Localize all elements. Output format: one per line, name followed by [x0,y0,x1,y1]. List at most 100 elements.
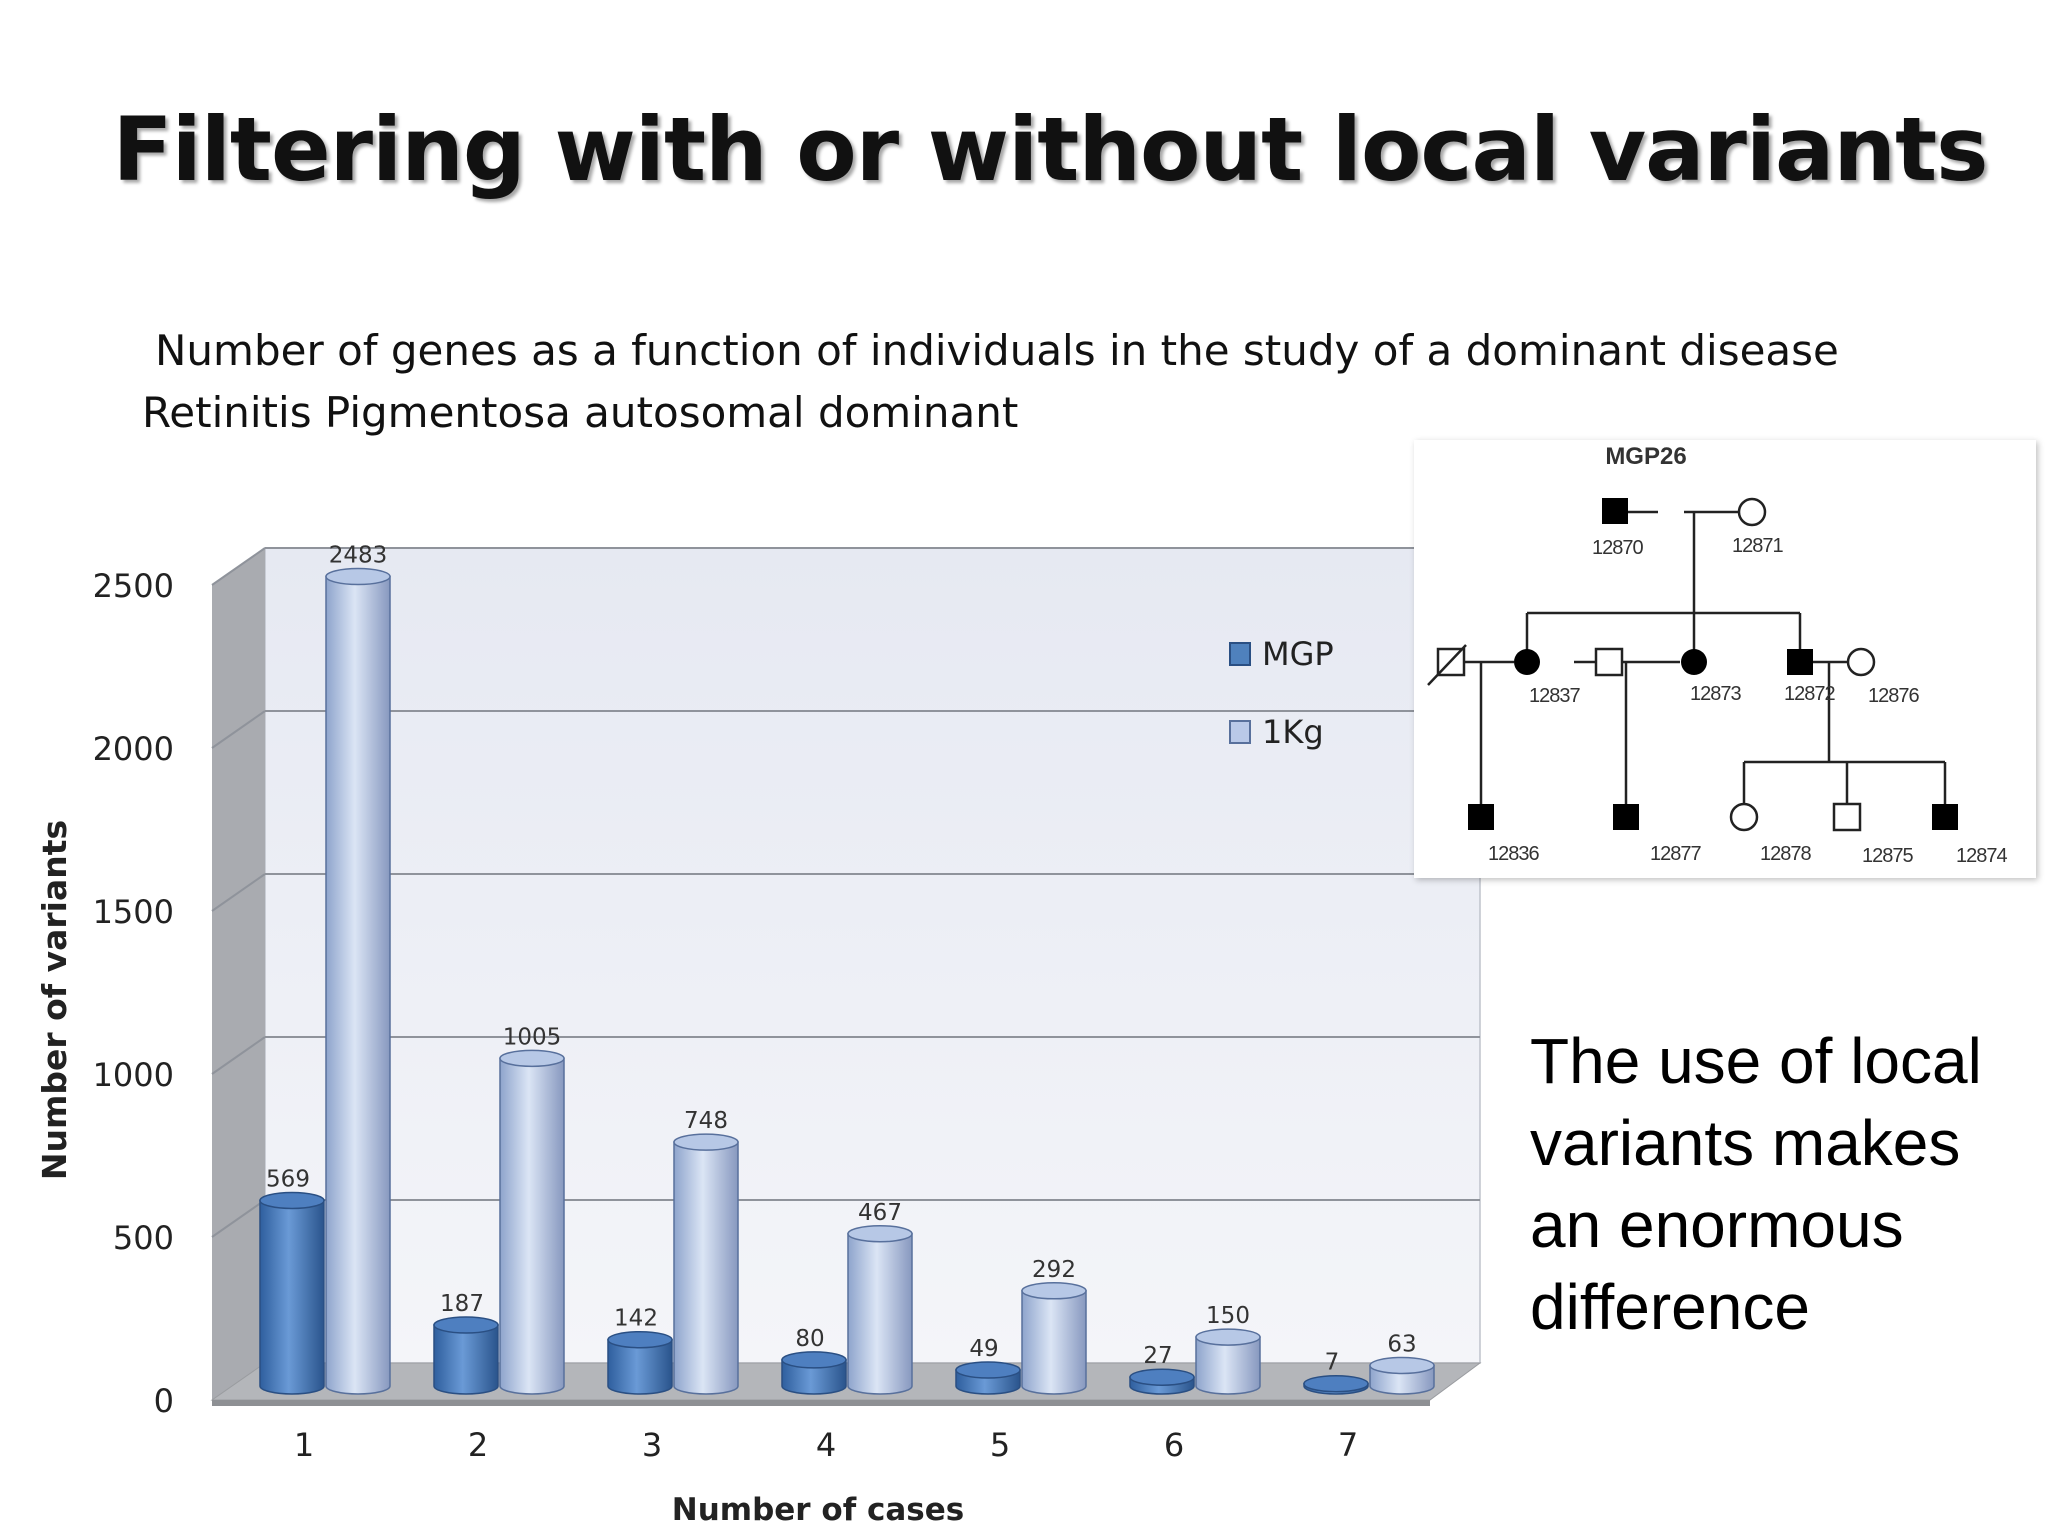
x-tick-label: 1 [294,1426,314,1464]
bar-cap [433,1316,499,1334]
unaffected-male-symbol [1594,647,1624,677]
bar-cap [847,1225,913,1243]
bar-cap [325,567,391,586]
bar-body [325,575,391,1395]
bar-cap [781,1351,847,1369]
chart-side-wall [212,548,265,1400]
pedigree-id-label: 12878 [1760,843,1811,865]
bar-body [607,1338,673,1395]
y-tick-label: 500 [113,1219,174,1257]
unaffected-female-symbol [1737,497,1767,527]
bar-mgp: 187 [433,1291,499,1395]
y-tick-label: 1500 [93,893,174,931]
data-label: 63 [1387,1331,1416,1357]
gridline-diagonal [211,710,266,749]
pedigree-id-label: 12836 [1488,843,1539,865]
pedigree-id-label: 12876 [1868,685,1919,707]
affected-male-symbol [1613,804,1639,830]
x-axis-label: Number of cases [672,1492,964,1528]
unaffected-female-symbol [1846,647,1876,677]
chart-grid [211,547,1480,1238]
bar-cap [955,1361,1021,1379]
x-tick-label: 5 [990,1426,1010,1464]
slide-title: Filtering with or without local variants [112,98,1988,201]
gridline-diagonal [211,1036,266,1075]
data-label: 142 [614,1306,658,1332]
data-label: 49 [969,1336,998,1362]
bar-body [673,1141,739,1395]
data-label: 187 [440,1291,484,1317]
pedigree-id-label: 12872 [1784,683,1835,705]
affected-male-symbol [1932,804,1958,830]
bar-1kg: 292 [1021,1257,1087,1395]
subtitle-line-1: Number of genes as a function of individ… [155,326,1839,375]
y-tick-label: 2000 [93,730,174,768]
pedigree-id-label: 12870 [1592,537,1643,559]
affected-male-symbol [1602,498,1628,524]
bar-cap [499,1049,565,1068]
bar-body [847,1233,913,1395]
bar-mgp: 49 [955,1336,1021,1395]
pedigree-family-id: MGP26 [1605,443,1686,470]
bar-body [259,1199,325,1395]
chart-frame [210,547,1482,1406]
x-tick-label: 2 [468,1426,488,1464]
affected-male-symbol [1787,649,1813,675]
data-label: 748 [684,1108,728,1134]
affected-female-symbol [1681,649,1707,675]
bar-cap [1021,1282,1087,1300]
bar-cap [673,1133,739,1151]
x-axis-ticks: 1 2 3 4 5 6 7 [294,1426,1358,1464]
y-tick-label: 1000 [93,1056,174,1094]
affected-male-symbol [1468,804,1494,830]
data-label: 27 [1143,1343,1172,1369]
data-label: 150 [1206,1303,1250,1329]
x-tick-label: 6 [1164,1426,1184,1464]
pedigree-id-label: 12874 [1956,845,2007,867]
bar-body [1195,1336,1261,1395]
y-axis-label: Number of variants [35,820,74,1180]
x-tick-label: 3 [642,1426,662,1464]
gridline-diagonal [211,547,266,586]
bar-mgp: 142 [607,1306,673,1395]
bar-cap [607,1330,673,1349]
callout-text: The use of local variants makes an enorm… [1530,1025,1982,1343]
bar-cap [1195,1328,1261,1346]
pedigree-id-label: 12871 [1732,535,1783,557]
data-label: 7 [1325,1350,1340,1376]
pedigree-id-label: 12877 [1650,843,1701,865]
y-tick-label: 0 [154,1382,174,1420]
bar-cap [259,1191,325,1210]
legend-swatch [1229,720,1251,744]
bar-mgp: 569 [259,1167,325,1395]
legend-swatch [1229,642,1251,666]
bar-body [499,1057,565,1395]
bar-body [1021,1290,1087,1395]
gridline-diagonal [211,873,266,912]
y-axis-ticks: 0 500 1000 1500 2000 2500 [93,567,174,1420]
bar-1kg: 1005 [499,1024,565,1395]
pedigree-figure: MGP26 [1414,440,2036,878]
subtitle-line-2: Retinitis Pigmentosa autosomal dominant [142,388,1019,437]
data-label: 80 [795,1326,824,1352]
bar-mgp: 27 [1129,1343,1195,1395]
data-label: 2483 [329,543,388,569]
data-label: 467 [858,1200,902,1226]
pedigree-id-label: 12873 [1690,683,1741,705]
x-tick-label: 7 [1338,1426,1358,1464]
gridline-diagonal [211,1199,266,1238]
bar-body [433,1324,499,1395]
bar-cap [1369,1356,1435,1375]
bar-1kg: 63 [1369,1331,1435,1395]
bar-1kg: 467 [847,1200,913,1395]
x-tick-label: 4 [816,1426,836,1464]
pedigree-id-label: 12837 [1529,685,1580,707]
chart-bars: 569 2483 187 1005 142 748 80 467 49 292 27 150 7 63 [259,543,1435,1395]
bar-1kg: 2483 [325,543,391,1395]
unaffected-female-symbol [1729,802,1759,832]
legend-label: MGP [1262,635,1334,673]
data-label: 1005 [503,1024,562,1050]
affected-female-symbol [1514,649,1540,675]
pedigree-id-label: 12875 [1862,845,1913,867]
data-label: 292 [1032,1257,1076,1283]
